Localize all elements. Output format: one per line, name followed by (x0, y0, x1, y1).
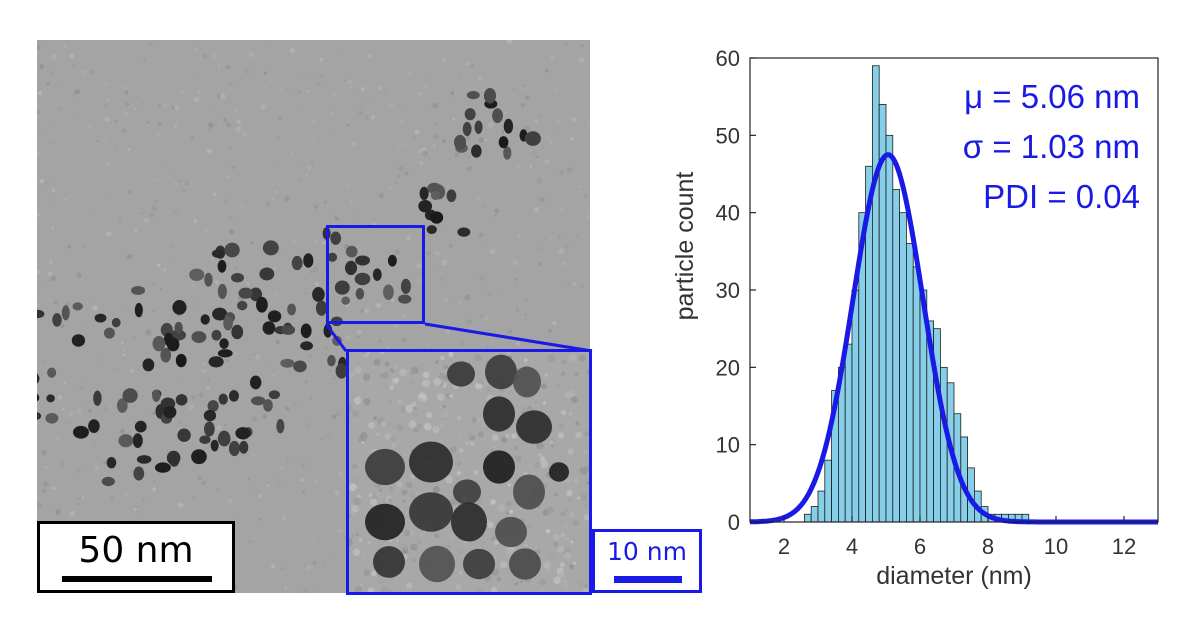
tem-inset-zoom (346, 349, 592, 595)
scale-bar-50nm: 50 nm (37, 521, 235, 593)
annotation-sigma: σ = 1.03 nm (963, 128, 1140, 165)
scale-bar-label: 50 nm (78, 530, 194, 571)
x-tick-label: 4 (846, 534, 858, 559)
size-histogram: particle count diameter (nm) μ = 5.06 nm… (671, 46, 1159, 590)
histogram-bar (872, 65, 880, 523)
inset-scale-bar-label: 10 nm (607, 537, 687, 566)
x-tick-label: 8 (982, 534, 994, 559)
histogram-bar (810, 506, 819, 523)
y-axis-label: particle count (671, 172, 699, 321)
y-tick-label: 0 (728, 510, 740, 535)
annotation-mean: μ = 5.06 nm (964, 78, 1140, 115)
histogram-bar (844, 343, 853, 523)
histogram-bar (885, 134, 894, 523)
inset-scale-bar-line (614, 576, 682, 583)
histogram-bar (851, 289, 860, 523)
histogram-bar (912, 266, 921, 523)
x-tick-label: 12 (1112, 534, 1136, 559)
histogram-bar (824, 459, 832, 523)
x-tick-label: 10 (1044, 534, 1068, 559)
y-tick-label: 60 (716, 46, 740, 71)
scale-bar-line (62, 576, 212, 582)
histogram-bar (804, 513, 812, 523)
nanoparticle-cluster (37, 40, 590, 593)
annotation-pdi: PDI = 0.04 (983, 178, 1140, 215)
histogram-bar (892, 189, 900, 523)
x-axis-label: diameter (nm) (876, 562, 1032, 590)
x-tick-label: 6 (914, 534, 926, 559)
y-tick-label: 30 (716, 278, 740, 303)
scale-bar-10nm: 10 nm (592, 529, 702, 593)
histogram-bar (940, 366, 948, 523)
y-tick-label: 10 (716, 433, 740, 458)
y-tick-label: 40 (716, 201, 740, 226)
y-tick-label: 20 (716, 355, 740, 380)
y-tick-label: 50 (716, 123, 740, 148)
inset-nanoparticles (349, 352, 589, 592)
tem-micrograph (37, 40, 590, 593)
histogram-bar (817, 490, 826, 523)
x-tick-label: 2 (778, 534, 790, 559)
zoom-region-box (326, 225, 425, 324)
histogram-bar (906, 243, 914, 523)
histogram-bar (899, 212, 907, 523)
